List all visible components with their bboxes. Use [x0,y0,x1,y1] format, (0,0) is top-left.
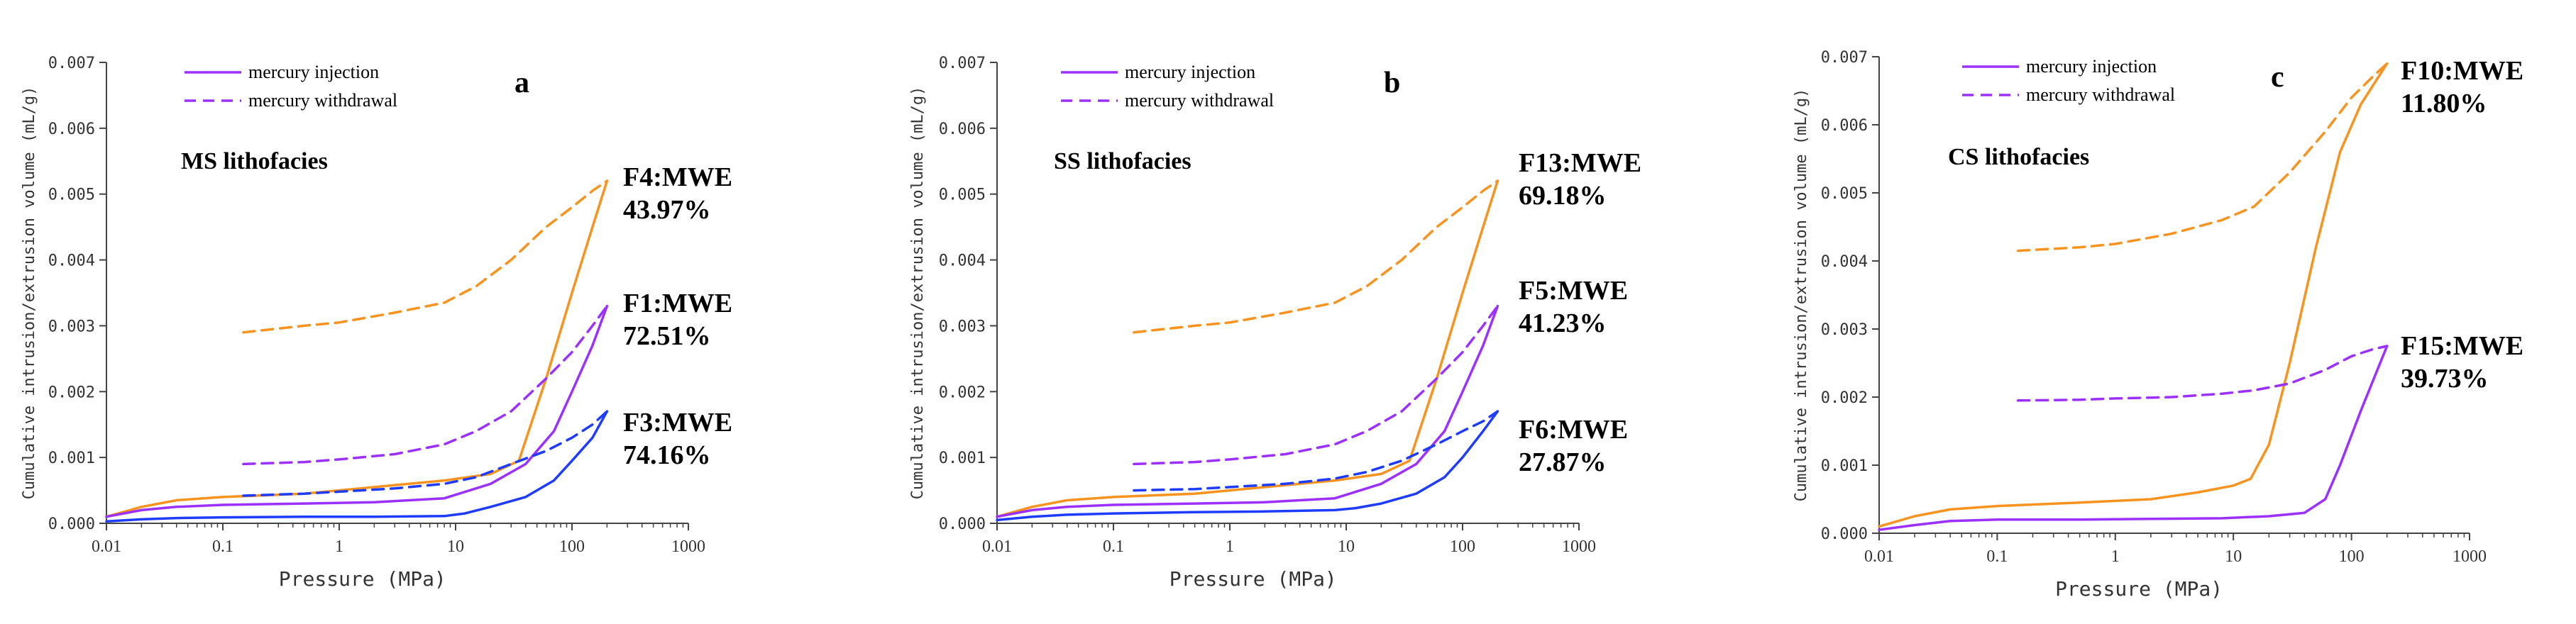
x-axis-label: Pressure (MPa) [1169,567,1337,591]
y-tick-label: 0.003 [1821,321,1868,339]
x-tick-label: 0.01 [92,537,121,556]
y-tick-label: 0.004 [48,252,95,270]
y-tick-label: 0.001 [1821,457,1868,475]
y-tick-label: 0.000 [48,516,95,533]
x-tick-label: 1000 [671,537,705,556]
y-tick-label: 0.005 [48,186,95,204]
y-tick-label: 0.002 [1821,389,1868,407]
series-line-f6-mercury-withdrawal [1133,410,1499,492]
series-line-f5-mercury-injection [996,304,1499,518]
y-tick-label: 0.002 [48,384,95,401]
x-axis-label: Pressure (MPa) [2055,577,2223,601]
x-tick-label: 10 [1338,537,1355,556]
mwe-annotation-value: 72.51% [623,321,711,351]
series-line-f10-mercury-injection [1878,62,2389,528]
mwe-annotation-name: F4:MWE [623,162,732,192]
y-tick-label: 0.007 [1821,49,1868,67]
mwe-annotation-value: 69.18% [1519,181,1607,211]
x-tick-label: 0.01 [982,537,1012,556]
y-tick-label: 0.003 [48,318,95,335]
lithofacies-title: MS lithofacies [181,148,328,174]
series-line-f13-mercury-injection [996,179,1499,518]
series-line-f4-mercury-injection [105,179,609,518]
x-tick-label: 0.1 [1986,547,2008,566]
y-tick-label: 0.002 [939,384,986,401]
series-line-f15-mercury-injection [1878,345,2389,531]
lithofacies-title: SS lithofacies [1054,148,1191,174]
x-tick-label: 1000 [1562,537,1596,556]
mwe-annotation-value: 39.73% [2401,364,2489,394]
y-tick-label: 0.006 [1821,117,1868,135]
x-tick-label: 0.01 [1864,547,1894,566]
legend-label-withdrawal: mercury withdrawal [2026,84,2175,105]
y-tick-label: 0.005 [1821,185,1868,203]
series-line-f4-mercury-withdrawal [242,179,609,334]
series-line-f1-mercury-injection [105,304,609,518]
series-line-f3-mercury-withdrawal [242,410,609,497]
mwe-annotation-name: F6:MWE [1519,415,1628,445]
mwe-annotation-value: 43.97% [623,195,711,225]
mwe-annotation-name: F1:MWE [623,289,732,318]
mwe-annotation-name: F15:MWE [2401,331,2523,361]
mwe-annotation-value: 41.23% [1519,308,1607,338]
x-axis-label: Pressure (MPa) [279,567,446,591]
mwe-annotation-name: F13:MWE [1519,148,1641,178]
x-tick-label: 1 [335,537,343,556]
legend-label-withdrawal: mercury withdrawal [248,90,397,111]
panel-label: a [514,67,529,99]
panel-label: b [1384,67,1400,99]
series-line-f1-mercury-withdrawal [242,304,609,466]
x-tick-label: 10 [2225,547,2242,566]
mwe-annotation-name: F10:MWE [2401,56,2523,86]
y-tick-label: 0.000 [939,516,986,533]
y-axis-label: Cumulative intrusion/extrusion volume (m… [909,87,927,500]
x-tick-label: 100 [559,537,585,556]
x-tick-label: 0.1 [1103,537,1124,556]
x-tick-label: 1 [2111,547,2120,566]
y-axis-label: Cumulative intrusion/extrusion volume (m… [1793,89,1810,502]
y-tick-label: 0.007 [939,55,986,72]
y-axis-label: Cumulative intrusion/extrusion volume (m… [21,87,38,500]
lithofacies-title: CS lithofacies [1948,144,2089,170]
x-tick-label: 100 [2339,547,2365,566]
y-tick-label: 0.001 [939,450,986,467]
y-tick-label: 0.004 [1821,253,1868,271]
x-tick-label: 1000 [2453,547,2487,566]
y-tick-label: 0.004 [939,252,986,270]
legend-label-injection: mercury injection [2026,56,2157,77]
mwe-annotation-name: F5:MWE [1519,276,1628,306]
y-tick-label: 0.007 [48,55,95,72]
mwe-annotation-value: 74.16% [623,440,711,470]
y-tick-label: 0.000 [1821,525,1868,543]
y-tick-label: 0.005 [939,186,986,204]
panel-label: c [2271,61,2284,94]
legend-label-withdrawal: mercury withdrawal [1125,90,1274,111]
series-line-f10-mercury-withdrawal [2016,62,2389,252]
series-line-f15-mercury-withdrawal [2016,345,2389,402]
x-tick-label: 0.1 [212,537,233,556]
x-tick-label: 1 [1226,537,1234,556]
series-line-f5-mercury-withdrawal [1133,304,1499,466]
series-line-f6-mercury-injection [996,410,1499,522]
legend-label-injection: mercury injection [1125,62,1255,82]
y-tick-label: 0.003 [939,318,986,335]
x-tick-label: 100 [1450,537,1475,556]
mwe-annotation-value: 11.80% [2401,89,2487,118]
y-tick-label: 0.001 [48,450,95,467]
y-tick-label: 0.006 [939,121,986,138]
mwe-annotation-name: F3:MWE [623,408,732,438]
x-tick-label: 10 [447,537,464,556]
series-line-f13-mercury-withdrawal [1133,179,1499,334]
mwe-annotation-value: 27.87% [1519,447,1607,477]
series-line-f3-mercury-injection [105,410,609,523]
legend-label-injection: mercury injection [248,62,379,82]
y-tick-label: 0.006 [48,121,95,138]
